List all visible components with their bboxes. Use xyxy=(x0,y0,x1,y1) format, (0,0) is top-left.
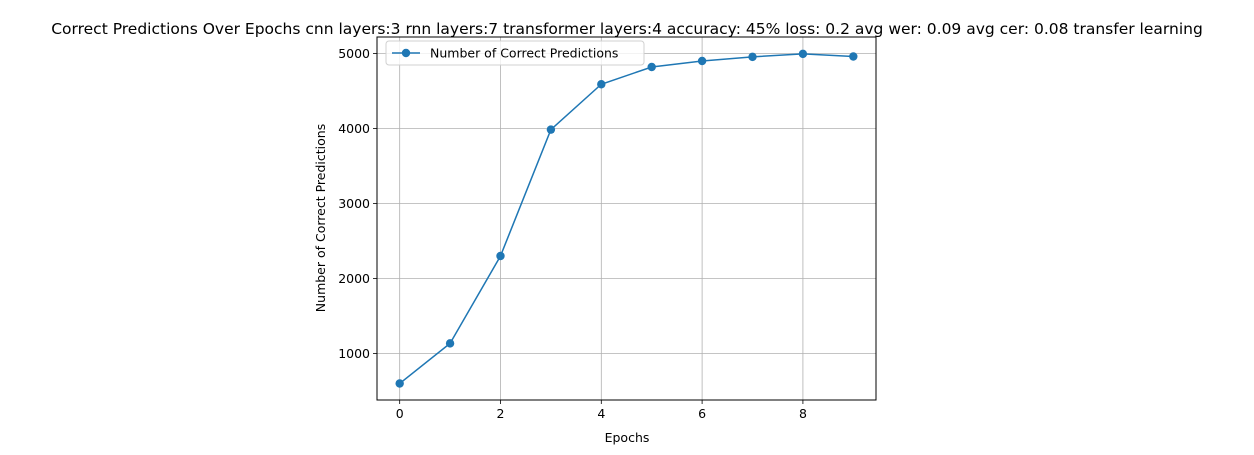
data-point xyxy=(697,56,707,66)
y-tick-label: 4000 xyxy=(338,121,370,136)
x-tick-label: 0 xyxy=(396,406,404,421)
series-layer xyxy=(395,49,858,388)
x-tick-label: 6 xyxy=(698,406,706,421)
y-tick-label: 1000 xyxy=(338,346,370,361)
data-point xyxy=(647,62,656,72)
x-axis-label: Epochs xyxy=(605,430,650,445)
plot-area xyxy=(376,36,877,401)
legend-marker xyxy=(401,48,411,58)
data-point xyxy=(496,251,505,261)
data-point xyxy=(597,80,606,89)
grid xyxy=(377,37,876,400)
y-tick-label: 2000 xyxy=(338,271,370,286)
legend-label: Number of Correct Predictions xyxy=(430,46,618,61)
x-tick-label: 8 xyxy=(799,406,807,421)
data-point xyxy=(748,52,757,62)
x-axis: 0 2 4 6 8 xyxy=(396,400,807,421)
x-tick-label: 2 xyxy=(497,406,505,421)
data-point xyxy=(546,125,556,134)
y-axis: 1000 2000 3000 4000 5000 xyxy=(338,46,377,361)
y-tick-label: 3000 xyxy=(338,196,370,211)
x-tick-label: 4 xyxy=(597,406,605,421)
data-point xyxy=(798,49,808,59)
series-line xyxy=(399,53,854,385)
y-tick-label: 5000 xyxy=(338,46,370,61)
chart-title: Correct Predictions Over Epochs cnn laye… xyxy=(51,20,1203,38)
data-point xyxy=(395,379,404,388)
legend: Number of Correct Predictions xyxy=(385,40,645,66)
data-point xyxy=(849,52,858,61)
data-point xyxy=(445,339,455,348)
y-axis-label: Number of Correct Predictions xyxy=(313,124,328,312)
legend-box xyxy=(385,40,645,66)
